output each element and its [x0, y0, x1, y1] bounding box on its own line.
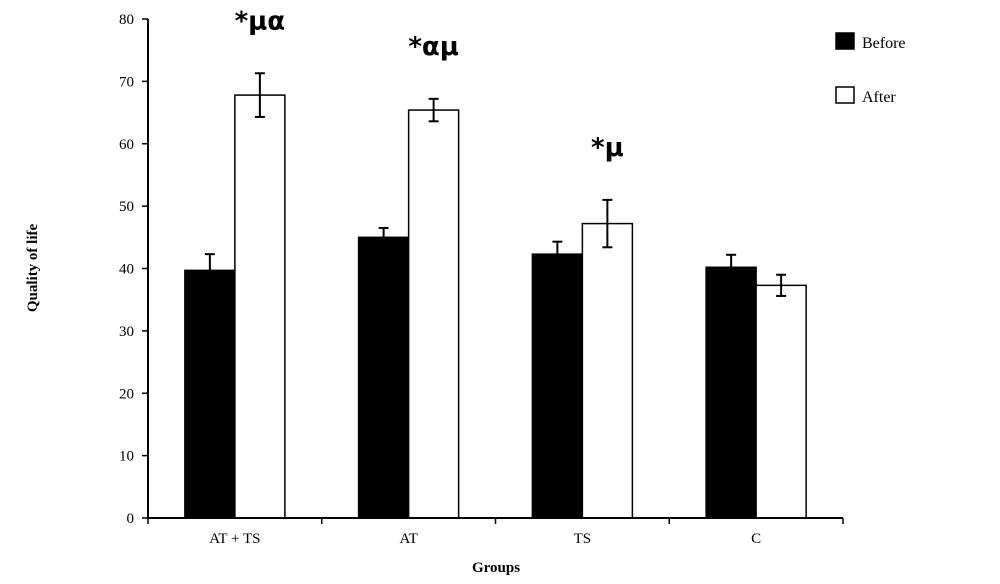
x-tick-label: C	[751, 531, 761, 547]
x-axis-title: Groups	[472, 560, 520, 576]
bar-after	[407, 109, 460, 519]
bar-after	[581, 222, 634, 519]
significance-annotation: *μ	[591, 133, 624, 163]
legend-label-before: Before	[862, 35, 906, 52]
y-tick-label: 80	[119, 12, 134, 28]
legend-swatch-before	[835, 32, 855, 50]
legend-label-after: After	[862, 89, 896, 106]
legend: Before After	[835, 32, 906, 106]
y-ticks-layer: 0 10 20 30 40 50 60 70 80	[119, 12, 148, 527]
bar-before	[184, 269, 236, 519]
y-tick-label: 20	[119, 386, 134, 402]
x-ticks-layer: AT + TS AT TS C	[147, 518, 844, 547]
y-tick-label: 50	[119, 199, 134, 215]
y-tick-label: 30	[119, 324, 134, 340]
y-axis-title: Quality of life	[25, 223, 41, 312]
y-tick-label: 60	[119, 137, 134, 153]
bar-before	[357, 236, 410, 519]
bar-after	[755, 284, 807, 519]
legend-swatch-after	[835, 86, 855, 104]
y-tick-label: 10	[119, 449, 134, 465]
significance-annotation: *αμ	[408, 32, 459, 62]
x-tick-label: AT	[399, 531, 417, 547]
bar-after	[234, 94, 286, 519]
annotations-layer: *μα *αμ *μ	[235, 6, 624, 163]
bar-before	[531, 253, 584, 519]
y-tick-label: 70	[119, 74, 134, 90]
bars-layer	[184, 94, 807, 519]
x-tick-label: AT + TS	[209, 531, 260, 547]
bar-before	[705, 266, 757, 519]
error-bars-layer	[204, 72, 787, 297]
x-tick-label: TS	[574, 531, 592, 547]
y-tick-label: 0	[127, 511, 135, 527]
significance-annotation: *μα	[235, 6, 286, 36]
y-tick-label: 40	[119, 262, 134, 278]
